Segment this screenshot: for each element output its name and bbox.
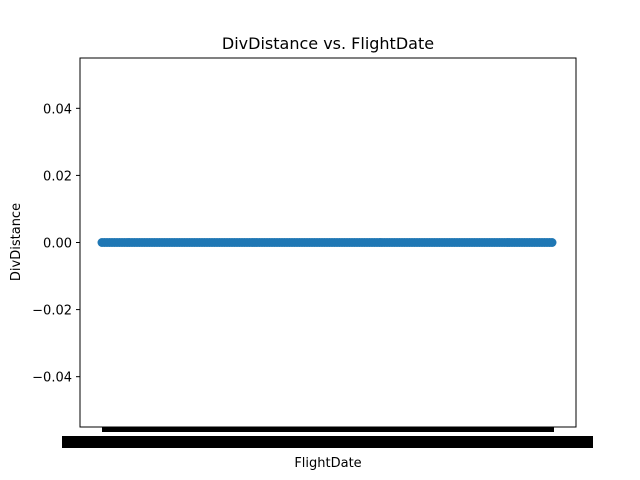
y-tick-label-3: −0.02 (32, 304, 72, 319)
y-axis: 0.04 0.02 0.00 −0.02 −0.04 (32, 102, 80, 386)
chart-title: DivDistance vs. FlightDate (222, 34, 434, 53)
x-axis-label: FlightDate (294, 456, 361, 471)
y-axis-label: DivDistance (9, 203, 24, 281)
point-180 (547, 238, 557, 247)
x-tick-marks (102, 427, 554, 432)
y-tick-label-2: 0.00 (43, 237, 72, 252)
y-tick-label-4: −0.04 (32, 371, 72, 386)
y-tick-label-0: 0.04 (43, 102, 72, 117)
data-points (97, 238, 557, 247)
x-axis (62, 427, 593, 448)
x-tick-labels-overlapping (62, 436, 593, 448)
y-tick-label-1: 0.02 (43, 169, 72, 184)
